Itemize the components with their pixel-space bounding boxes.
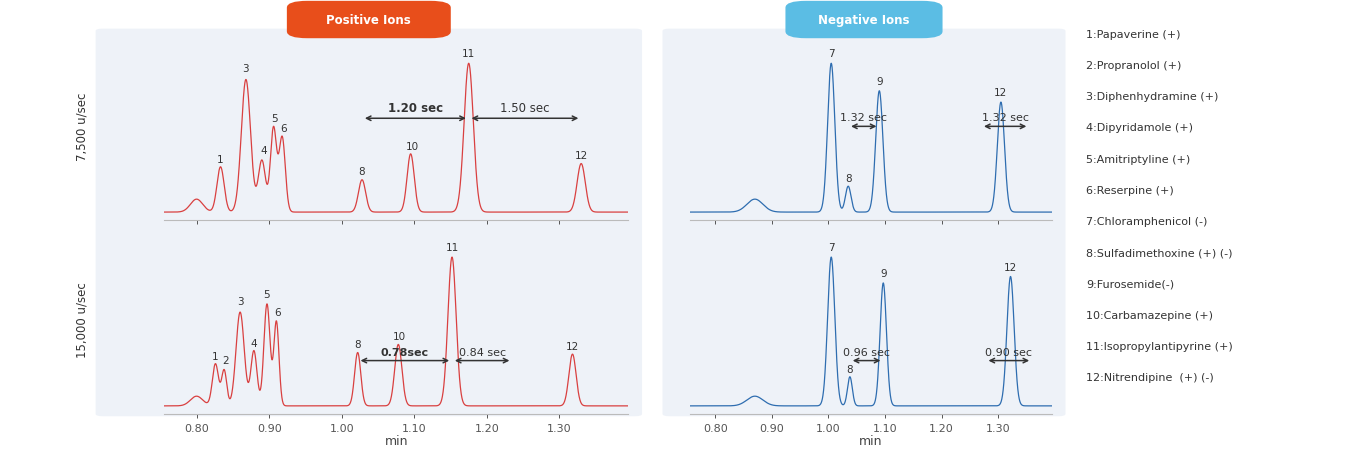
Text: 7,500 u/sec: 7,500 u/sec [75,92,89,160]
Text: 1.32 sec: 1.32 sec [982,113,1029,123]
Text: 0.96 sec: 0.96 sec [843,347,891,357]
Text: 6: 6 [280,124,287,133]
Text: 5: 5 [264,289,270,299]
Text: 4: 4 [250,338,257,348]
Text: 2: 2 [223,356,229,366]
Text: 4: 4 [261,146,268,156]
Text: 7: 7 [828,243,835,253]
Text: 1: 1 [217,154,224,164]
Text: 9: 9 [880,268,887,278]
Text: 0.78sec: 0.78sec [381,347,429,357]
Text: 1.32 sec: 1.32 sec [840,113,888,123]
Text: 11:Isopropylantipyrine (+): 11:Isopropylantipyrine (+) [1086,341,1232,351]
Text: 1:Papaverine (+): 1:Papaverine (+) [1086,30,1180,40]
Text: 8: 8 [846,173,851,183]
Text: Negative Ions: Negative Ions [818,14,910,27]
Text: 10: 10 [406,142,418,151]
Text: 11: 11 [462,49,475,59]
Text: 12: 12 [1004,262,1018,272]
Text: 10: 10 [393,331,406,341]
Text: 12: 12 [575,151,587,161]
Text: 3: 3 [236,296,243,306]
Text: 1.50 sec: 1.50 sec [500,102,549,115]
Text: 8: 8 [359,167,365,177]
Text: 11: 11 [445,243,459,253]
Text: 5:Amitriptyline (+): 5:Amitriptyline (+) [1086,154,1190,164]
Text: 0.84 sec: 0.84 sec [459,347,505,357]
Text: 8:Sulfadimethoxine (+) (-): 8:Sulfadimethoxine (+) (-) [1086,248,1232,258]
Text: 12: 12 [566,341,579,351]
Text: 9:Furosemide(-): 9:Furosemide(-) [1086,279,1175,289]
Text: 3: 3 [243,64,249,74]
Text: 9: 9 [876,77,882,87]
Text: 8: 8 [354,339,361,349]
Text: 15,000 u/sec: 15,000 u/sec [75,282,89,358]
Text: 1.20 sec: 1.20 sec [388,102,443,115]
Text: 5: 5 [272,114,279,124]
Text: 2:Propranolol (+): 2:Propranolol (+) [1086,61,1182,71]
Text: 6: 6 [275,307,281,317]
Text: 7:Chloramphenicol (-): 7:Chloramphenicol (-) [1086,217,1208,227]
Text: 3:Diphenhydramine (+): 3:Diphenhydramine (+) [1086,92,1218,102]
Text: 0.90 sec: 0.90 sec [985,347,1033,357]
Text: 8: 8 [847,364,854,374]
X-axis label: min: min [384,435,408,447]
Text: 12:Nitrendipine  (+) (-): 12:Nitrendipine (+) (-) [1086,372,1214,382]
Text: 4:Dipyridamole (+): 4:Dipyridamole (+) [1086,123,1193,133]
Text: 6:Reserpine (+): 6:Reserpine (+) [1086,185,1173,195]
Text: 7: 7 [828,49,835,59]
Text: Positive Ions: Positive Ions [326,14,411,27]
Text: 1: 1 [212,351,219,361]
X-axis label: min: min [859,435,882,447]
Text: 12: 12 [994,88,1008,98]
Text: 10:Carbamazepine (+): 10:Carbamazepine (+) [1086,310,1213,320]
